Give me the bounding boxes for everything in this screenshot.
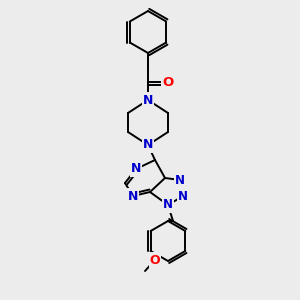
Text: O: O (150, 254, 160, 266)
Text: N: N (128, 190, 138, 202)
Text: N: N (131, 163, 141, 176)
Text: N: N (175, 173, 185, 187)
Text: O: O (162, 76, 174, 88)
Text: N: N (143, 94, 153, 106)
Text: N: N (163, 199, 173, 212)
Text: N: N (143, 139, 153, 152)
Text: N: N (178, 190, 188, 202)
